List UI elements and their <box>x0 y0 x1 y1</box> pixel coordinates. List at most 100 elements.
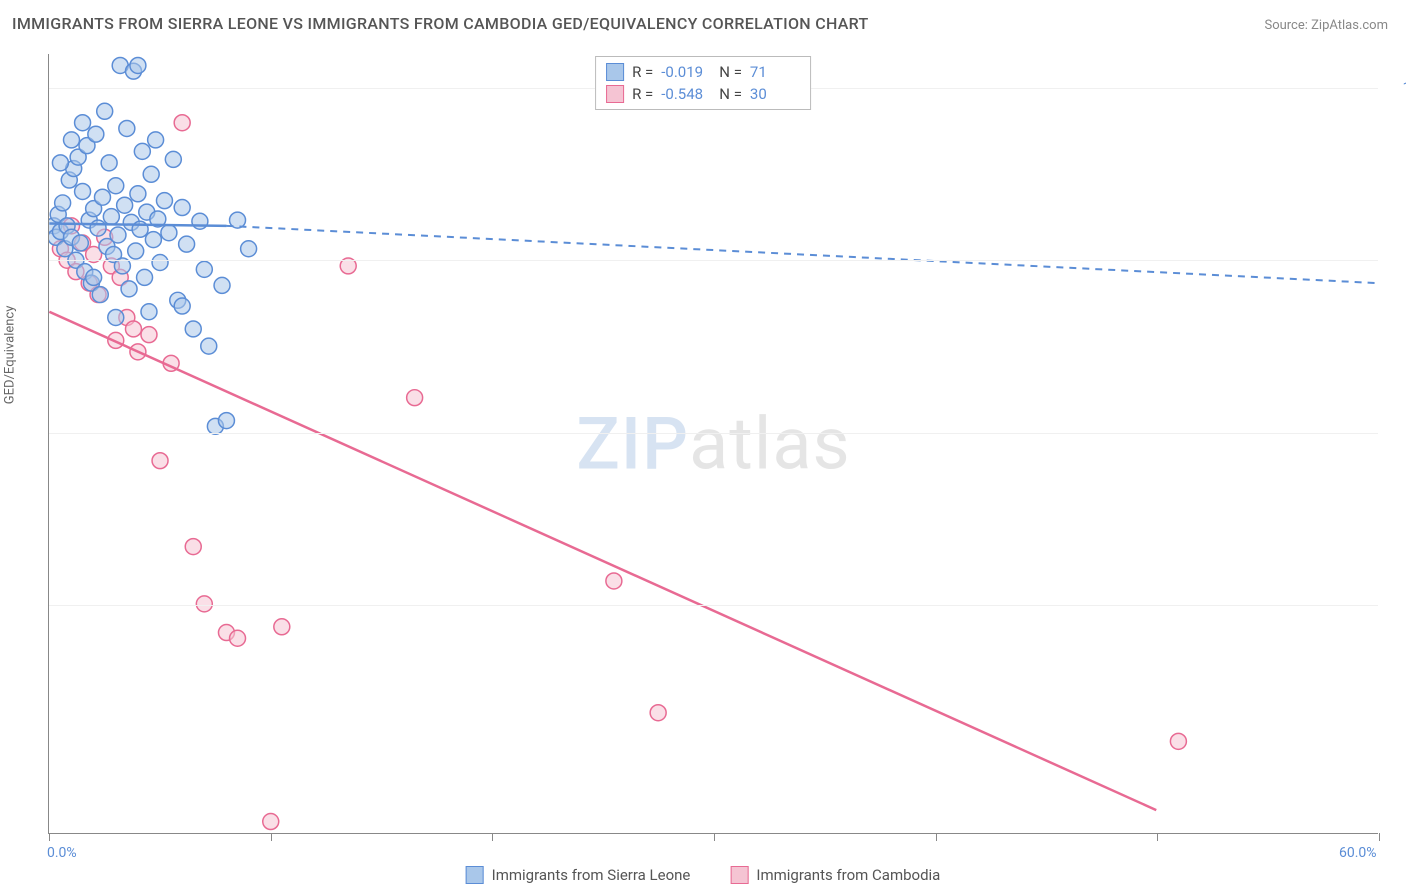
data-point <box>125 321 141 337</box>
data-point <box>145 232 161 248</box>
data-point <box>52 241 68 257</box>
data-point <box>119 120 135 136</box>
x-tick <box>49 833 50 841</box>
data-point <box>77 264 93 280</box>
data-point <box>214 277 230 293</box>
data-point <box>61 172 77 188</box>
data-point <box>81 275 97 291</box>
trend-line <box>49 224 226 226</box>
data-point <box>90 220 106 236</box>
data-point <box>170 292 186 308</box>
data-point <box>110 227 126 243</box>
x-tick <box>1379 833 1380 841</box>
data-point <box>64 218 80 234</box>
data-point <box>101 155 117 171</box>
data-point <box>86 201 102 217</box>
swatch-series-a <box>466 866 484 884</box>
data-point <box>83 275 99 291</box>
data-point <box>407 390 423 406</box>
data-point <box>97 229 113 245</box>
x-tick <box>271 833 272 841</box>
y-axis-label: GED/Equivalency <box>3 306 18 405</box>
r-label: R = <box>632 83 653 105</box>
data-point <box>103 209 119 225</box>
series-a-name: Immigrants from Sierra Leone <box>492 866 691 884</box>
data-point <box>49 218 62 234</box>
data-point <box>185 539 201 555</box>
data-point <box>55 195 71 211</box>
data-point <box>117 197 133 213</box>
data-point <box>263 814 279 830</box>
data-point <box>99 238 115 254</box>
data-point <box>150 211 166 227</box>
data-point <box>141 304 157 320</box>
data-point <box>125 63 141 79</box>
series-b-name: Immigrants from Cambodia <box>756 866 940 884</box>
data-point <box>650 705 666 721</box>
watermark-part2: atlas <box>689 401 851 486</box>
data-point <box>75 235 91 251</box>
n-value-b: 30 <box>750 83 800 105</box>
swatch-series-a <box>606 63 624 81</box>
n-label: N = <box>719 83 742 105</box>
y-tick-label: 100.0% <box>1388 80 1406 96</box>
data-point <box>230 630 246 646</box>
data-point <box>130 186 146 202</box>
data-point <box>57 241 73 257</box>
correlation-row-b: R = -0.548 N = 30 <box>606 83 800 105</box>
data-point <box>218 625 234 641</box>
trend-line <box>226 226 1377 283</box>
data-point <box>192 213 208 229</box>
data-point <box>128 243 144 259</box>
scatter-svg <box>49 54 1378 833</box>
legend-item-a: Immigrants from Sierra Leone <box>466 866 691 884</box>
data-point <box>90 287 106 303</box>
r-label: R = <box>632 61 653 83</box>
swatch-series-b <box>730 866 748 884</box>
gridline-h <box>49 605 1378 606</box>
data-point <box>230 212 246 228</box>
data-point <box>174 298 190 314</box>
gridline-h <box>49 433 1378 434</box>
data-point <box>52 224 68 240</box>
data-point <box>174 115 190 131</box>
data-point <box>49 229 64 245</box>
data-point <box>52 155 68 171</box>
data-point <box>156 193 172 209</box>
n-value-a: 71 <box>750 61 800 83</box>
data-point <box>148 132 164 148</box>
data-point <box>92 287 108 303</box>
data-point <box>141 327 157 343</box>
data-point <box>121 281 137 297</box>
data-point <box>185 321 201 337</box>
data-point <box>143 166 159 182</box>
trend-line <box>49 312 1156 810</box>
data-point <box>59 218 75 234</box>
data-point <box>241 241 257 257</box>
legend-item-b: Immigrants from Cambodia <box>730 866 940 884</box>
data-point <box>64 229 80 245</box>
correlation-row-a: R = -0.019 N = 71 <box>606 61 800 83</box>
data-point <box>75 183 91 199</box>
watermark-logo: ZIPatlas <box>576 401 850 486</box>
x-tick-label: 0.0% <box>47 845 77 861</box>
data-point <box>112 269 128 285</box>
data-point <box>79 138 95 154</box>
gridline-h <box>49 260 1378 261</box>
data-point <box>97 103 113 119</box>
chart-container: IMMIGRANTS FROM SIERRA LEONE VS IMMIGRAN… <box>0 0 1406 892</box>
chart-title: IMMIGRANTS FROM SIERRA LEONE VS IMMIGRAN… <box>12 14 869 33</box>
data-point <box>134 143 150 159</box>
data-point <box>161 225 177 241</box>
data-point <box>81 212 97 228</box>
data-point <box>152 255 168 271</box>
data-point <box>137 269 153 285</box>
data-point <box>130 57 146 73</box>
x-tick-label: 60.0% <box>1339 845 1377 861</box>
data-point <box>50 206 66 222</box>
correlation-legend: R = -0.019 N = 71 R = -0.548 N = 30 <box>595 56 811 110</box>
data-point <box>108 178 124 194</box>
data-point <box>88 126 104 142</box>
data-point <box>274 619 290 635</box>
data-point <box>163 355 179 371</box>
